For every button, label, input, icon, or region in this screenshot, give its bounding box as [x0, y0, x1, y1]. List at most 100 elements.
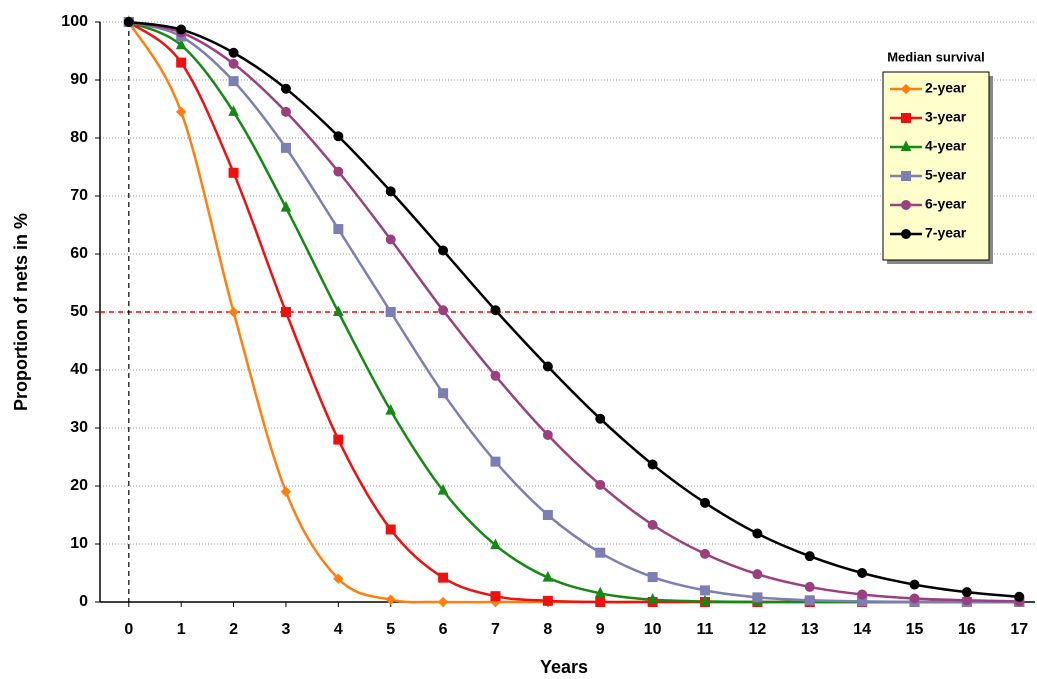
legend-label: 6-year — [925, 196, 967, 212]
marker — [901, 171, 911, 181]
marker — [490, 305, 501, 316]
marker — [542, 429, 553, 440]
marker — [752, 528, 763, 539]
marker — [900, 140, 912, 151]
marker — [1014, 591, 1025, 602]
marker — [804, 551, 815, 562]
y-tick-label: 0 — [79, 593, 88, 610]
marker — [804, 595, 815, 606]
marker — [752, 569, 763, 580]
legend-title: Median survival — [887, 49, 985, 64]
x-tick-label: 11 — [697, 621, 714, 638]
x-tick-label: 1 — [177, 621, 186, 638]
marker — [280, 200, 292, 212]
legend — [882, 71, 990, 261]
marker — [175, 106, 187, 118]
marker — [333, 573, 344, 585]
x-tick-label: 3 — [281, 621, 290, 638]
marker — [385, 186, 396, 197]
x-tick-label: 2 — [229, 621, 238, 638]
marker — [490, 591, 501, 602]
x-tick-label: 12 — [748, 621, 766, 638]
marker — [438, 572, 449, 583]
marker — [438, 388, 449, 399]
marker — [542, 361, 553, 372]
marker — [438, 245, 449, 256]
y-tick-label: 90 — [70, 71, 88, 88]
marker — [909, 579, 920, 590]
marker — [280, 142, 291, 153]
marker — [647, 593, 658, 604]
marker — [280, 106, 291, 117]
marker — [385, 307, 396, 317]
legend-label: 2-year — [925, 80, 967, 96]
marker — [280, 307, 291, 317]
legend-label: 3-year — [925, 109, 967, 125]
marker — [123, 17, 134, 27]
y-tick-label: 70 — [70, 187, 88, 204]
marker — [647, 459, 658, 470]
marker — [228, 167, 239, 178]
marker — [595, 413, 606, 424]
y-tick-label: 60 — [70, 245, 88, 262]
y-tick-label: 40 — [70, 361, 88, 378]
x-tick-label: 10 — [644, 621, 662, 638]
marker — [804, 581, 815, 592]
x-tick-label: 7 — [491, 621, 500, 638]
marker — [901, 200, 911, 210]
y-tick-label: 80 — [70, 129, 88, 146]
marker — [228, 105, 239, 116]
marker — [595, 479, 606, 490]
marker — [438, 305, 449, 316]
marker — [595, 547, 606, 558]
marker — [700, 585, 710, 596]
marker — [333, 305, 344, 316]
marker — [333, 166, 344, 177]
marker — [228, 306, 239, 318]
marker — [333, 224, 344, 235]
marker — [857, 589, 868, 600]
marker — [333, 434, 344, 445]
x-axis-label: Years — [540, 657, 588, 677]
marker — [385, 524, 396, 535]
marker — [699, 594, 711, 606]
y-tick-label: 50 — [70, 303, 88, 320]
marker — [901, 229, 911, 239]
legend-label: 5-year — [925, 167, 967, 183]
marker — [228, 58, 239, 69]
x-tick-label: 17 — [1010, 621, 1028, 638]
x-tick-label: 9 — [596, 621, 605, 638]
x-tick-label: 0 — [124, 621, 133, 638]
x-tick-label: 13 — [801, 621, 819, 638]
marker — [437, 484, 449, 495]
marker — [909, 593, 920, 604]
marker — [280, 83, 291, 94]
marker — [176, 24, 187, 35]
marker — [542, 510, 553, 520]
marker — [647, 519, 658, 530]
y-tick-label: 20 — [70, 477, 88, 494]
marker — [437, 596, 449, 608]
marker — [490, 370, 501, 381]
x-tick-label: 6 — [439, 621, 448, 638]
marker — [280, 486, 292, 498]
x-tick-label: 5 — [386, 621, 395, 638]
x-tick-label: 4 — [334, 621, 343, 638]
marker — [857, 568, 868, 578]
marker — [175, 38, 187, 50]
marker — [385, 234, 396, 245]
legend-label: 4-year — [925, 138, 967, 154]
x-tick-label: 8 — [543, 621, 552, 638]
marker — [333, 131, 344, 142]
marker — [594, 586, 606, 598]
x-tick-label: 14 — [853, 621, 871, 638]
marker — [647, 572, 658, 583]
marker — [900, 83, 912, 95]
marker — [752, 592, 763, 603]
marker — [228, 76, 239, 87]
legend-label: 7-year — [925, 225, 967, 241]
marker — [901, 113, 911, 123]
marker — [700, 548, 710, 559]
marker — [542, 595, 553, 606]
